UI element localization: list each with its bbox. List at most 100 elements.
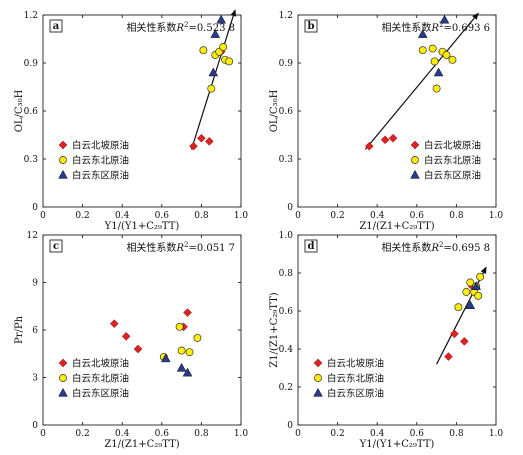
triangle-data-point xyxy=(160,353,171,363)
x-tick-label: 0.4 xyxy=(370,429,385,439)
correlation-annotation: 相关性系数R2=0.695 8 xyxy=(381,241,490,254)
diamond-data-point xyxy=(450,329,459,339)
chart-panel-b: 0 0.2 0.4 0.6 0.8 1.0 0 0.3 0.6 0.9 1.2 Z1/(Z1+C₂₉T… xyxy=(269,11,503,232)
circle-data-point xyxy=(175,322,184,331)
y-tick-label: 0.3 xyxy=(24,155,39,165)
x-tick-label: 1.0 xyxy=(234,429,249,439)
y-tick-label: 0 xyxy=(287,203,293,213)
x-tick-label: 0.2 xyxy=(330,211,344,221)
y-tick-label: 0.6 xyxy=(279,107,294,117)
trend-arrow xyxy=(364,12,479,150)
diamond-data-point xyxy=(189,141,198,151)
y-tick-label: 0.9 xyxy=(24,59,39,69)
triangle-data-point xyxy=(465,300,476,309)
panel-label-box xyxy=(304,19,318,33)
chart-panel-a: 0 0.2 0.4 0.6 0.8 1.0 0 0.3 0.6 0.9 1.2 Y1/(Y1+C₂₉T… xyxy=(14,9,248,232)
circle-data-point xyxy=(432,84,441,93)
x-axis-label: Y1/(Y1+C₂₉TT) xyxy=(104,221,180,232)
circle-data-point xyxy=(177,346,186,355)
diamond-data-point xyxy=(183,308,192,317)
legend-label: 白云东区原油 xyxy=(424,170,481,182)
diamond-data-point xyxy=(121,331,131,341)
legend-label: 白云北坡原油 xyxy=(72,358,129,370)
diamond-data-point xyxy=(388,133,398,143)
panel-label-box xyxy=(304,239,318,253)
diamond-data-point xyxy=(133,344,143,354)
panel-label: d xyxy=(308,241,315,252)
panel-label: c xyxy=(53,241,59,252)
circle-data-point xyxy=(185,348,194,357)
circle-data-point xyxy=(428,44,437,53)
y-tick-label: 0.9 xyxy=(279,59,294,69)
triangle-data-point xyxy=(433,67,444,77)
legend-diamond-marker xyxy=(58,358,68,368)
legend-label: 白云东北原油 xyxy=(72,155,129,167)
legend-label: 白云东区原油 xyxy=(327,388,384,400)
circle-data-point xyxy=(199,46,208,55)
x-tick-label: 0.8 xyxy=(194,211,209,221)
legend-circle-marker xyxy=(59,374,67,382)
legend-label: 白云东北原油 xyxy=(424,155,481,167)
circle-data-point xyxy=(454,303,463,312)
panel-label: a xyxy=(53,21,60,32)
chart-panel-d: 0 0.2 0.4 0.6 0.8 1.0 0 0.2 0.4 0.6 0.8 1.0 Y1/(Y1+C… xyxy=(269,231,503,450)
x-tick-label: 0.8 xyxy=(449,211,464,221)
x-tick-label: 0 xyxy=(40,211,46,221)
circle-data-point xyxy=(462,288,471,296)
circle-data-point xyxy=(474,291,483,300)
legend-circle-marker xyxy=(59,156,67,164)
circle-data-point xyxy=(193,333,202,342)
y-tick-label: 9 xyxy=(32,279,38,289)
circle-data-point xyxy=(207,84,216,93)
circle-data-point xyxy=(476,272,485,281)
legend-diamond-marker xyxy=(313,358,323,368)
x-tick-label: 0.4 xyxy=(370,211,385,221)
y-tick-label: 0.6 xyxy=(279,307,294,317)
y-tick-label: 12 xyxy=(27,231,38,241)
circle-data-point xyxy=(418,46,427,55)
circle-data-point xyxy=(219,43,228,51)
triangle-data-point xyxy=(182,367,193,377)
x-tick-label: 0.6 xyxy=(155,429,170,439)
legend-label: 白云东区原油 xyxy=(72,388,129,400)
diamond-data-point xyxy=(380,135,390,145)
y-tick-label: 0.8 xyxy=(279,269,294,279)
chart-panel-c: 0 0.2 0.4 0.6 0.8 1.0 0 3 6 9 12 Z1/(Z1+C₂₉TT) Pr/Ph… xyxy=(14,231,248,450)
y-tick-label: 0 xyxy=(287,421,293,431)
legend-triangle-marker xyxy=(58,169,68,179)
y-axis-label: Pr/Ph xyxy=(14,315,25,344)
trend-arrow xyxy=(190,9,237,150)
diamond-data-point xyxy=(109,319,119,329)
legend-triangle-marker xyxy=(58,387,68,397)
triangle-data-point xyxy=(210,29,221,38)
circle-data-point xyxy=(466,278,475,287)
circle-data-point xyxy=(225,57,234,66)
correlation-annotation: 相关性系数R2=0.693 6 xyxy=(381,21,490,34)
legend-label: 白云东北原油 xyxy=(72,373,129,385)
legend-label: 白云东北原油 xyxy=(327,373,384,385)
x-tick-label: 0 xyxy=(40,429,46,439)
diamond-data-point xyxy=(444,352,453,361)
panel-label: b xyxy=(308,21,315,32)
panel-label-box xyxy=(49,19,63,33)
plot-frame xyxy=(297,234,497,426)
x-tick-label: 0.2 xyxy=(75,211,89,221)
x-tick-label: 0.4 xyxy=(115,429,130,439)
x-axis-label: Z1/(Z1+C₂₉TT) xyxy=(359,221,434,232)
x-tick-label: 1.0 xyxy=(489,211,504,221)
legend-label: 白云东区原油 xyxy=(72,170,129,182)
y-tick-label: 1.0 xyxy=(279,231,294,241)
y-tick-label: 0.2 xyxy=(279,383,293,393)
x-tick-label: 1.0 xyxy=(489,429,504,439)
y-axis-label: OL/C₃₀H xyxy=(14,89,25,132)
correlation-annotation: 相关性系数R2=0.051 7 xyxy=(126,241,235,254)
legend-circle-marker xyxy=(411,156,419,164)
y-axis-label: OL/C₃₀H xyxy=(269,89,280,132)
legend-triangle-marker xyxy=(410,169,420,179)
diamond-data-point xyxy=(459,337,469,346)
